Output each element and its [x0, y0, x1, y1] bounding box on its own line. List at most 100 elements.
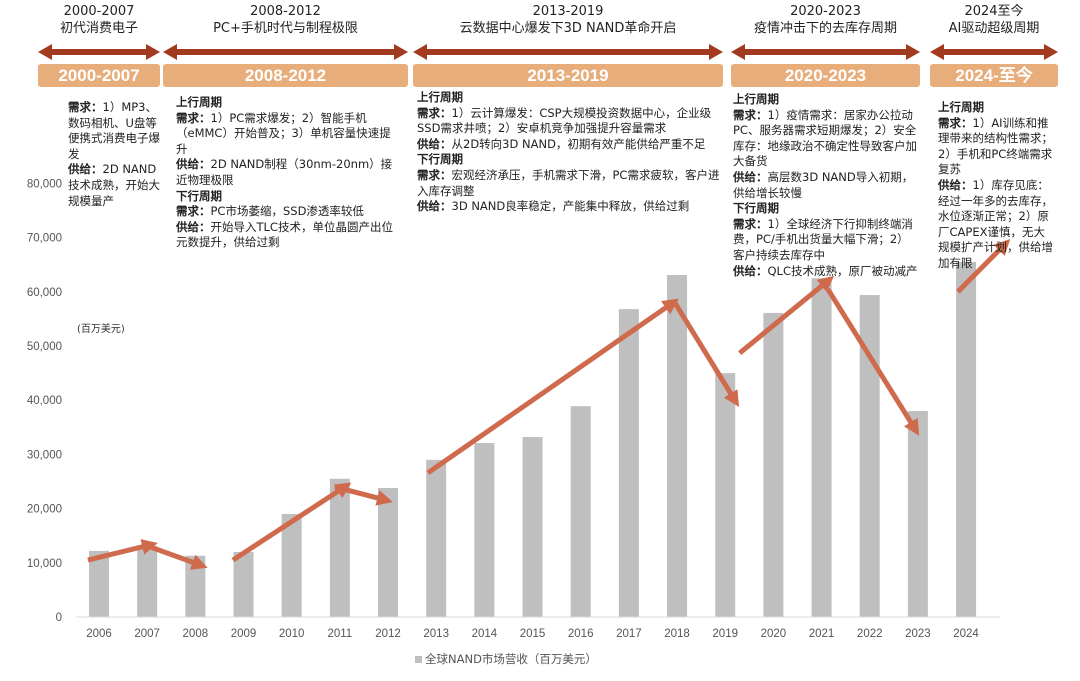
description-row: 需求：宏观经济承压，手机需求下滑，PC需求疲软，客户进入库存调整 [417, 168, 720, 199]
row-label: 供给： [733, 263, 768, 278]
row-label: 需求： [68, 100, 103, 114]
x-tick-label: 2022 [857, 628, 883, 640]
period-years: 2024至今 [964, 4, 1024, 19]
trend-arrow [426, 298, 679, 475]
period-description: 上行周期 需求：1）云计算爆发：CSP大规模投资数据中心，企业级SSD需求井喷；2… [417, 90, 720, 215]
x-tick-label: 2017 [616, 628, 642, 640]
cycle-heading: 下行周期 [733, 201, 779, 216]
row-label: 供给： [176, 219, 211, 234]
cycle-heading: 下行周期 [417, 152, 463, 167]
row-text: 1）库存见底：经过一年多的去库存，水位逐渐正常；2）原厂CAPEX谨慎，无大规模… [938, 177, 1053, 270]
row-label: 供给： [733, 169, 768, 184]
cycle-heading: 上行周期 [733, 92, 779, 106]
description-row: 供给：高层数3D NAND导入初期，供给增长较慢 [733, 170, 919, 201]
row-text: 宏观经济承压，手机需求下滑，PC需求疲软，客户进入库存调整 [417, 167, 720, 198]
row-text: 1）PC需求爆发；2）智能手机（eMMC）开始普及；3）单机容量快速提升 [176, 110, 391, 156]
bar-2018 [667, 274, 688, 617]
row-label: 需求： [733, 107, 768, 122]
description-row: 供给：从2D转向3D NAND，初期有效产能供给严重不足 [417, 137, 720, 153]
trend-arrow [738, 275, 835, 355]
trend-arrow [87, 539, 158, 563]
period-double-arrow [38, 44, 160, 60]
x-tick-label: 2008 [183, 628, 209, 640]
description-row: 需求：1）MP3、数码相机、U盘等便携式消费电子爆发 [68, 100, 160, 162]
period-years: 2008-2012 [250, 4, 321, 19]
x-tick-label: 2013 [423, 628, 449, 640]
row-label: 供给： [417, 199, 452, 214]
period-bar: 2000-2007 [38, 64, 160, 87]
bar-2014 [474, 443, 495, 617]
row-text: 1）云计算爆发：CSP大规模投资数据中心，企业级SSD需求井喷；2）安卓机竞争加… [417, 105, 712, 136]
x-tick-label: 2006 [86, 628, 112, 640]
row-text: PC市场萎缩，SSD渗透率较低 [210, 204, 364, 219]
row-text: 2D NAND制程（30nm-20nm）接近物理极限 [176, 157, 393, 187]
description-row: 需求：1）云计算爆发：CSP大规模投资数据中心，企业级SSD需求井喷；2）安卓机… [417, 106, 720, 137]
row-text: 1）MP3、数码相机、U盘等便携式消费电子爆发 [68, 100, 160, 161]
cycle-heading: 下行周期 [176, 188, 222, 203]
bar-2010 [281, 514, 302, 617]
x-tick-label: 2012 [375, 628, 401, 640]
bar-2021 [811, 278, 832, 617]
bar-2019 [715, 373, 736, 617]
description-row: 供给：开始导入TLC技术，单位晶圆产出位元数提升，供给过剩 [176, 220, 398, 251]
x-tick-label: 2011 [327, 628, 352, 640]
row-text: QLC技术成熟，原厂被动减产 [767, 263, 918, 278]
x-tick-label: 2007 [134, 628, 160, 640]
trend-arrow [143, 542, 208, 570]
cycle-heading: 上行周期 [176, 95, 222, 109]
row-text: 2D NAND技术成熟，开始大规模量产 [68, 162, 160, 208]
x-tick-label: 2019 [712, 628, 738, 640]
period-description: 需求：1）MP3、数码相机、U盘等便携式消费电子爆发 供给：2D NAND技术成熟… [68, 100, 160, 209]
chart-legend: 全球NAND市场营收（百万美元） [415, 651, 597, 667]
period-years: 2000-2007 [63, 4, 135, 19]
row-label: 供给： [417, 136, 452, 151]
description-row: 供给：2D NAND制程（30nm-20nm）接近物理极限 [176, 157, 398, 188]
row-text: 1）AI训练和推理带来的结构性需求；2）手机和PC终端需求复苏 [938, 115, 1053, 177]
period-title: 2020-2023 疫情冲击下的去库存周期 [711, 3, 940, 37]
period-double-arrow [413, 44, 723, 60]
period-bar: 2013-2019 [413, 64, 723, 87]
bar-2011 [329, 478, 350, 617]
cycle-heading: 上行周期 [938, 100, 984, 114]
row-text: 3D NAND良率稳定，产能集中释放，供给过剩 [451, 199, 690, 214]
y-tick-label: 80,000 [27, 178, 62, 190]
row-label: 供给： [176, 157, 211, 172]
legend-swatch [415, 656, 422, 663]
y-tick-label: 30,000 [27, 449, 62, 461]
x-tick-label: 2015 [520, 628, 546, 640]
x-tick-label: 2020 [761, 628, 787, 640]
y-tick-label: 60,000 [27, 287, 62, 299]
y-tick-label: 70,000 [27, 233, 62, 245]
period-bar: 2020-2023 [731, 64, 920, 87]
row-label: 需求： [176, 110, 211, 125]
description-row: 需求：1）疫情需求：居家办公拉动PC、服务器需求短期爆发；2）安全库存：地缘政治… [733, 108, 919, 170]
row-text: 开始导入TLC技术，单位晶圆产出位元数提升，供给过剩 [176, 219, 393, 250]
x-tick-label: 2018 [664, 628, 690, 640]
trend-arrow [334, 484, 393, 506]
period-description: 上行周期 需求：1）PC需求爆发；2）智能手机（eMMC）开始普及；3）单机容量快… [176, 95, 398, 251]
period-subtitle: PC+手机时代与制程极限 [213, 21, 358, 36]
period-bar: 2008-2012 [163, 64, 408, 87]
trend-arrow [825, 287, 920, 436]
period-bar: 2024-至今 [930, 64, 1058, 87]
row-text: 高层数3D NAND导入初期，供给增长较慢 [733, 169, 914, 200]
row-label: 需求： [176, 204, 211, 219]
y-tick-label: 10,000 [27, 558, 62, 570]
description-row: 供给：3D NAND良率稳定，产能集中释放，供给过剩 [417, 199, 720, 215]
cycle-heading: 上行周期 [417, 90, 463, 104]
y-tick-label: 50,000 [27, 341, 62, 353]
period-double-arrow [163, 44, 408, 60]
y-axis-unit-label: (百万美元) [77, 324, 125, 335]
y-tick-label: 20,000 [27, 504, 62, 516]
row-text: 1）全球经济下行抑制终端消费，PC/手机出货量大幅下滑；2）客户持续去库存中 [733, 216, 913, 262]
x-tick-label: 2024 [953, 628, 979, 640]
row-text: 1）疫情需求：居家办公拉动PC、服务器需求短期爆发；2）安全库存：地缘政治不确定… [733, 107, 917, 169]
bar-2017 [618, 309, 639, 617]
row-label: 需求： [417, 167, 452, 182]
x-tick-label: 2009 [231, 628, 257, 640]
bar-2020 [763, 312, 784, 617]
row-text: 从2D转向3D NAND，初期有效产能供给严重不足 [451, 136, 706, 151]
trend-arrow [672, 301, 740, 408]
x-tick-label: 2021 [809, 628, 835, 640]
description-row: 需求：1）PC需求爆发；2）智能手机（eMMC）开始普及；3）单机容量快速提升 [176, 111, 398, 158]
